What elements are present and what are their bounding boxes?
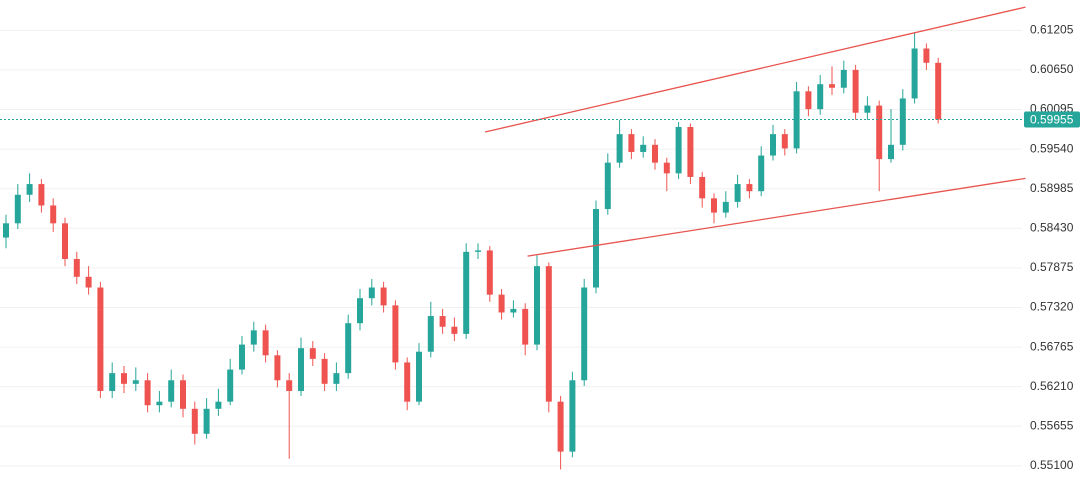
- trend-line: [527, 177, 1026, 257]
- candle-body: [227, 369, 234, 402]
- candle-body: [262, 330, 269, 356]
- candle-body: [132, 380, 139, 384]
- candle-body: [604, 162, 611, 210]
- y-tick-label: 0.60650: [1030, 62, 1074, 76]
- candle-body: [357, 298, 363, 324]
- candle-body: [121, 373, 127, 384]
- candle-body: [935, 62, 942, 120]
- candle-body: [522, 308, 529, 345]
- candle-body: [923, 48, 930, 63]
- candle-body: [510, 308, 517, 313]
- candle-body: [840, 69, 847, 88]
- candle-body: [26, 184, 33, 195]
- candle-body: [203, 408, 210, 434]
- candle-body: [899, 98, 906, 145]
- candle-body: [451, 326, 458, 334]
- candle-body: [73, 258, 80, 277]
- candle-body: [439, 316, 446, 327]
- candle-body: [770, 134, 776, 156]
- candle-body: [687, 126, 694, 177]
- candle-body: [876, 105, 883, 160]
- candle-body: [640, 144, 647, 152]
- candle-body: [545, 266, 552, 402]
- candle-body: [239, 344, 245, 370]
- candle-body: [333, 373, 340, 384]
- candle-body: [557, 401, 564, 452]
- candle-body: [250, 330, 257, 345]
- candle-body: [416, 351, 422, 402]
- y-tick-label: 0.59540: [1030, 141, 1074, 155]
- candle-body: [274, 355, 281, 381]
- candle-body: [463, 251, 470, 334]
- candle-body: [3, 223, 9, 238]
- last-price-box: [1024, 111, 1080, 128]
- candle-body: [781, 134, 788, 149]
- candle-body: [616, 134, 623, 163]
- candle-body: [911, 48, 918, 99]
- y-tick-label: 0.55655: [1030, 418, 1074, 432]
- candle-body: [628, 134, 635, 152]
- y-tick-label: 0.61205: [1030, 22, 1074, 36]
- candle-body: [309, 348, 316, 359]
- candle-body: [85, 276, 92, 288]
- candle-body: [569, 380, 576, 452]
- candle-body: [109, 373, 116, 391]
- candle-body: [180, 380, 186, 409]
- candle-body: [675, 126, 682, 174]
- candle-body: [758, 155, 765, 192]
- trend-line: [484, 6, 1026, 133]
- candle-body: [298, 348, 304, 391]
- candle-body: [746, 184, 753, 192]
- y-tick-label: 0.56210: [1030, 379, 1074, 393]
- candle-body: [652, 144, 658, 163]
- y-tick-label: 0.55100: [1030, 458, 1074, 472]
- candle-body: [722, 201, 729, 213]
- candle-body: [888, 144, 894, 160]
- candle-body: [368, 287, 375, 299]
- y-tick-label: 0.56765: [1030, 339, 1074, 353]
- candle-body: [829, 84, 835, 88]
- candle-body: [593, 209, 599, 288]
- candle-body: [475, 250, 481, 252]
- candle-body: [581, 287, 588, 381]
- candle-body: [498, 294, 505, 313]
- candle-body: [486, 250, 493, 295]
- candle-body: [345, 323, 352, 374]
- candle-body: [97, 287, 104, 391]
- candle-body: [392, 305, 399, 363]
- candle-body: [534, 266, 540, 345]
- candle-body: [168, 380, 175, 402]
- candle-body: [663, 162, 670, 174]
- y-tick-label: 0.58985: [1030, 181, 1074, 195]
- candle-body: [852, 69, 859, 113]
- candle-body: [144, 380, 151, 406]
- candle-body: [321, 358, 328, 384]
- candle-body: [62, 223, 68, 259]
- candle-body: [380, 287, 387, 306]
- candle-body: [427, 316, 434, 352]
- candle-body: [805, 91, 812, 110]
- candle-body: [711, 198, 717, 213]
- candle-body: [404, 362, 411, 402]
- y-tick-label: 0.58430: [1030, 220, 1074, 234]
- y-tick-label: 0.57875: [1030, 260, 1074, 274]
- candle-body: [14, 194, 21, 224]
- last-price-label: 0.59955: [1030, 113, 1074, 127]
- candle-body: [156, 401, 163, 406]
- candle-body: [38, 184, 45, 206]
- y-tick-label: 0.57320: [1030, 300, 1074, 314]
- candle-body: [699, 176, 706, 199]
- candle-body: [286, 380, 293, 391]
- candle-body: [817, 84, 824, 110]
- candle-body: [734, 184, 741, 202]
- candle-body: [215, 401, 222, 409]
- candle-body: [50, 205, 57, 224]
- candle-body: [191, 408, 198, 434]
- candle-body: [864, 105, 871, 113]
